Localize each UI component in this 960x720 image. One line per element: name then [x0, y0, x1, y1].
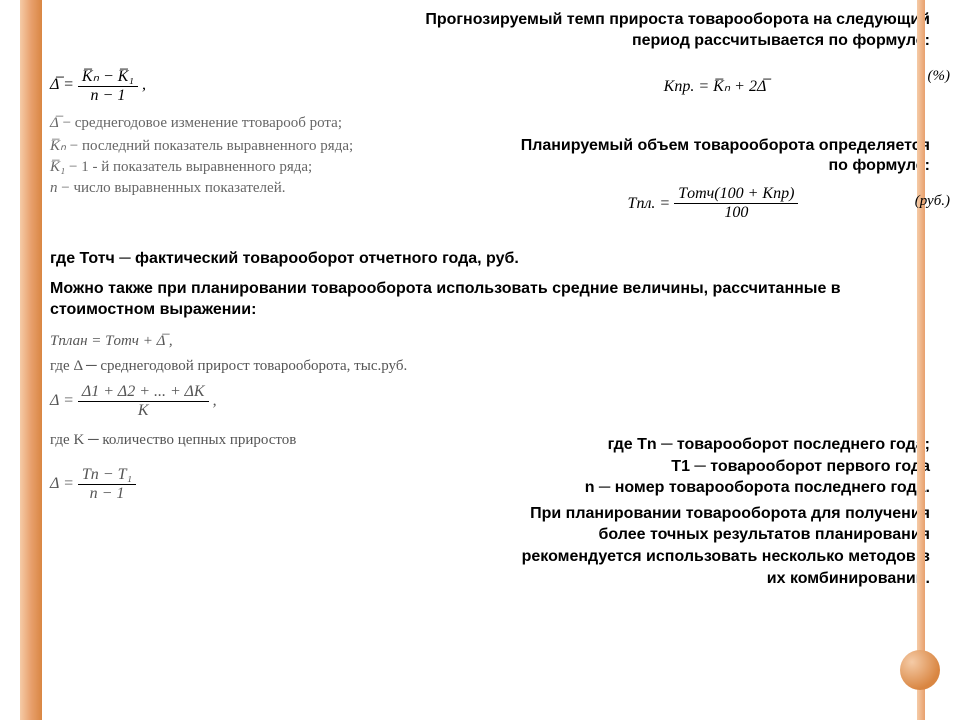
- bottom-row: где K ─ количество цепных приростов Δ = …: [50, 426, 930, 597]
- formula-delta-tn: Δ = Tn − T₁ n − 1: [50, 466, 480, 503]
- formula6-den: n − 1: [86, 485, 129, 503]
- right-decor-line: [917, 0, 925, 720]
- unit-percent: (%): [928, 68, 951, 85]
- formula1-lhs: Δ̅ =: [50, 76, 74, 94]
- body-averages: Можно также при планировании товарооборо…: [50, 278, 930, 321]
- formula5-num: Δ1 + Δ2 + ... + ΔK: [78, 383, 209, 402]
- def-delta-yearly: где Δ ─ среднегодовой прирост товарообор…: [50, 356, 930, 377]
- formula1-tail: ,: [142, 76, 146, 94]
- formula3-lhs: Tпл. =: [628, 195, 671, 213]
- bottom-left: где K ─ количество цепных приростов Δ = …: [50, 426, 480, 597]
- formula-delta-sum: Δ = Δ1 + Δ2 + ... + ΔK K ,: [50, 383, 930, 420]
- heading-forecast: Прогнозируемый темп прироста товарооборо…: [50, 10, 930, 52]
- def-n: n − число выравненных показателей.: [50, 180, 480, 197]
- formula-delta-avg: Δ̅ = K̅ₙ − K̅₁ n − 1 ,: [50, 60, 480, 111]
- formula3-den: 100: [720, 204, 752, 222]
- formula6-lhs: Δ =: [50, 475, 74, 493]
- body-totch: где Тотч ─ фактический товарооборот отче…: [50, 248, 930, 270]
- formula-kpr: Kпр. = K̅ₙ + 2Δ̅ (%): [500, 66, 930, 105]
- left-decor-bar: [20, 0, 42, 720]
- formula2-text: Kпр. = K̅ₙ + 2Δ̅: [664, 78, 767, 95]
- slide: Прогнозируемый темп прироста товарооборо…: [0, 0, 960, 720]
- formula-row-1: Δ̅ = K̅ₙ − K̅₁ n − 1 , Kпр. = K̅ₙ + 2Δ̅ …: [50, 60, 930, 111]
- formula-tplan: Tплан = Tотч + Δ̅ ,: [50, 331, 930, 352]
- formula1-num: K̅ₙ − K̅₁: [78, 66, 138, 87]
- formula1-den: n − 1: [87, 87, 130, 105]
- formula3-num: Tотч(100 + Kпр): [674, 185, 798, 204]
- def-delta: Δ̅ − среднегодовое изменение ттоварооб р…: [50, 115, 480, 132]
- heading-planned: Планируемый объем товарооборота определя…: [500, 136, 930, 178]
- formula5-tail: ,: [213, 392, 217, 410]
- rb1: где Тn ─ товарооборот последнего года;: [500, 434, 930, 456]
- formula-tpl: Tпл. = Tотч(100 + Kпр) 100 (руб.): [500, 185, 930, 222]
- formula5-lhs: Δ =: [50, 392, 74, 410]
- definitions-block: Δ̅ − среднегодовое изменение ттоварооб р…: [50, 111, 480, 229]
- formula5-den: K: [134, 402, 153, 420]
- right-decor-circle: [900, 650, 940, 690]
- rb2: T1 ─ товарооборот первого года: [500, 456, 930, 478]
- rb3: n ─ номер товарооборота последнего года.: [500, 477, 930, 499]
- heading2-block: Планируемый объем товарооборота определя…: [500, 111, 930, 229]
- def-k-count: где K ─ количество цепных приростов: [50, 430, 480, 451]
- def-k1: K̅₁ − 1 - й показатель выравненного ряда…: [50, 159, 480, 176]
- rb4: При планировании товарооборота для получ…: [500, 503, 930, 589]
- unit-rub: (руб.): [915, 193, 950, 210]
- defs-and-heading2: Δ̅ − среднегодовое изменение ттоварооб р…: [50, 111, 930, 229]
- def-kn: K̅ₙ − последний показатель выравненного …: [50, 136, 480, 155]
- formula6-num: Tn − T₁: [78, 466, 136, 485]
- bottom-right: где Тn ─ товарооборот последнего года; T…: [500, 434, 930, 589]
